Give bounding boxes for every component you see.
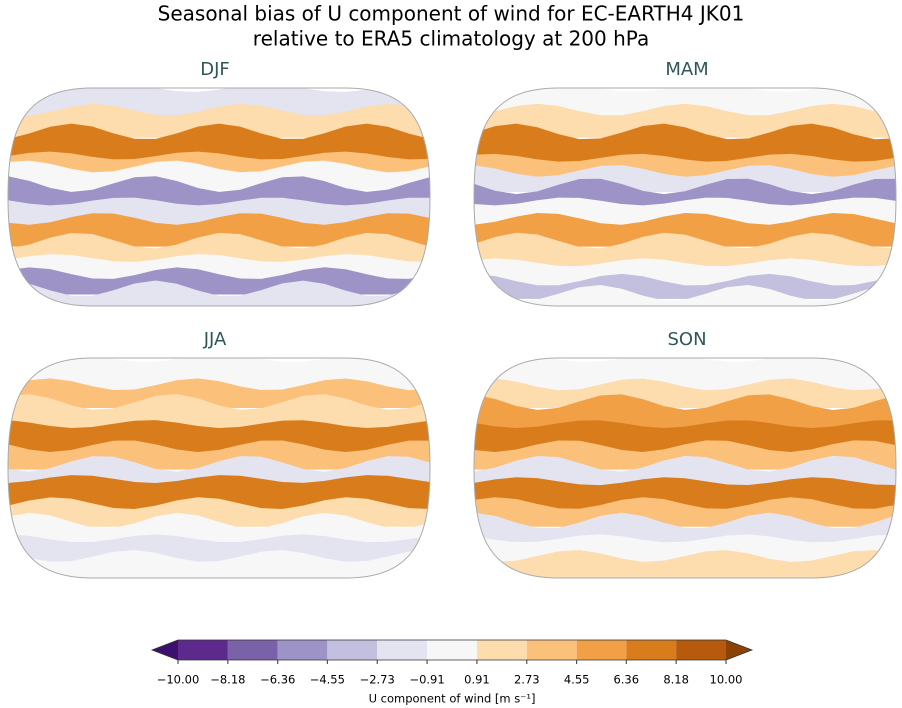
map-outline — [7, 87, 431, 307]
colorbar-tick-label: −2.73 — [360, 673, 395, 687]
colorbar-tick-label: 2.73 — [514, 673, 540, 687]
wind-band — [8, 550, 430, 578]
figure-title: Seasonal bias of U component of wind for… — [158, 2, 745, 26]
figure-subtitle: relative to ERA5 climatology at 200 hPa — [253, 27, 649, 51]
wind-band — [8, 213, 430, 247]
colorbar-bin — [178, 640, 228, 660]
map-panel — [8, 88, 430, 306]
colorbar-tick-label: −4.55 — [310, 673, 345, 687]
wind-band — [474, 284, 896, 306]
colorbar-tick-label: 10.00 — [710, 673, 743, 687]
wind-band — [8, 103, 430, 138]
map-outline — [7, 357, 431, 579]
colorbar-bin — [626, 640, 677, 660]
wind-band — [8, 123, 430, 162]
panel-title: JJA — [203, 329, 227, 350]
panel-title: DJF — [200, 59, 230, 80]
wind-band — [8, 378, 430, 408]
wind-band — [474, 197, 896, 225]
colorbar-tick-label: −10.00 — [157, 673, 200, 687]
colorbar-bin — [227, 640, 278, 660]
panel-title: SON — [667, 329, 706, 350]
map-outline — [473, 87, 897, 307]
colorbar-tick-label: 8.18 — [663, 673, 689, 687]
wind-band — [474, 550, 896, 578]
colorbar-tick-label: −8.18 — [210, 673, 245, 687]
wind-band — [474, 123, 896, 164]
wind-band — [474, 88, 896, 116]
wind-band — [474, 440, 896, 470]
colorbar-bin — [676, 640, 726, 660]
colorbar-tick-label: 4.55 — [564, 673, 590, 687]
wind-band — [8, 456, 430, 485]
colorbar-bin — [576, 640, 627, 660]
colorbar-bin — [476, 640, 527, 660]
wind-band — [8, 280, 430, 306]
wind-band — [8, 394, 430, 430]
colorbar-bin — [427, 640, 477, 660]
colorbar-tick-label: −0.91 — [409, 673, 444, 687]
map-panel — [474, 358, 896, 578]
colorbar-tick-label: 6.36 — [613, 673, 639, 687]
colorbar-extend-low — [152, 640, 178, 660]
colorbar-label: U component of wind [m s⁻¹] — [369, 692, 536, 706]
map-panel — [474, 88, 896, 306]
colorbar-extend-high — [726, 640, 752, 660]
colorbar-bin — [377, 640, 428, 660]
colorbar-tick-label: −6.36 — [260, 673, 295, 687]
colorbar-bin — [277, 640, 328, 660]
map-panel — [8, 358, 430, 578]
colorbar-bin — [327, 640, 378, 660]
map-outline — [473, 357, 897, 579]
panel-title: MAM — [665, 59, 708, 80]
colorbar-bin — [526, 640, 577, 660]
colorbar-tick-label: 0.91 — [464, 673, 490, 687]
